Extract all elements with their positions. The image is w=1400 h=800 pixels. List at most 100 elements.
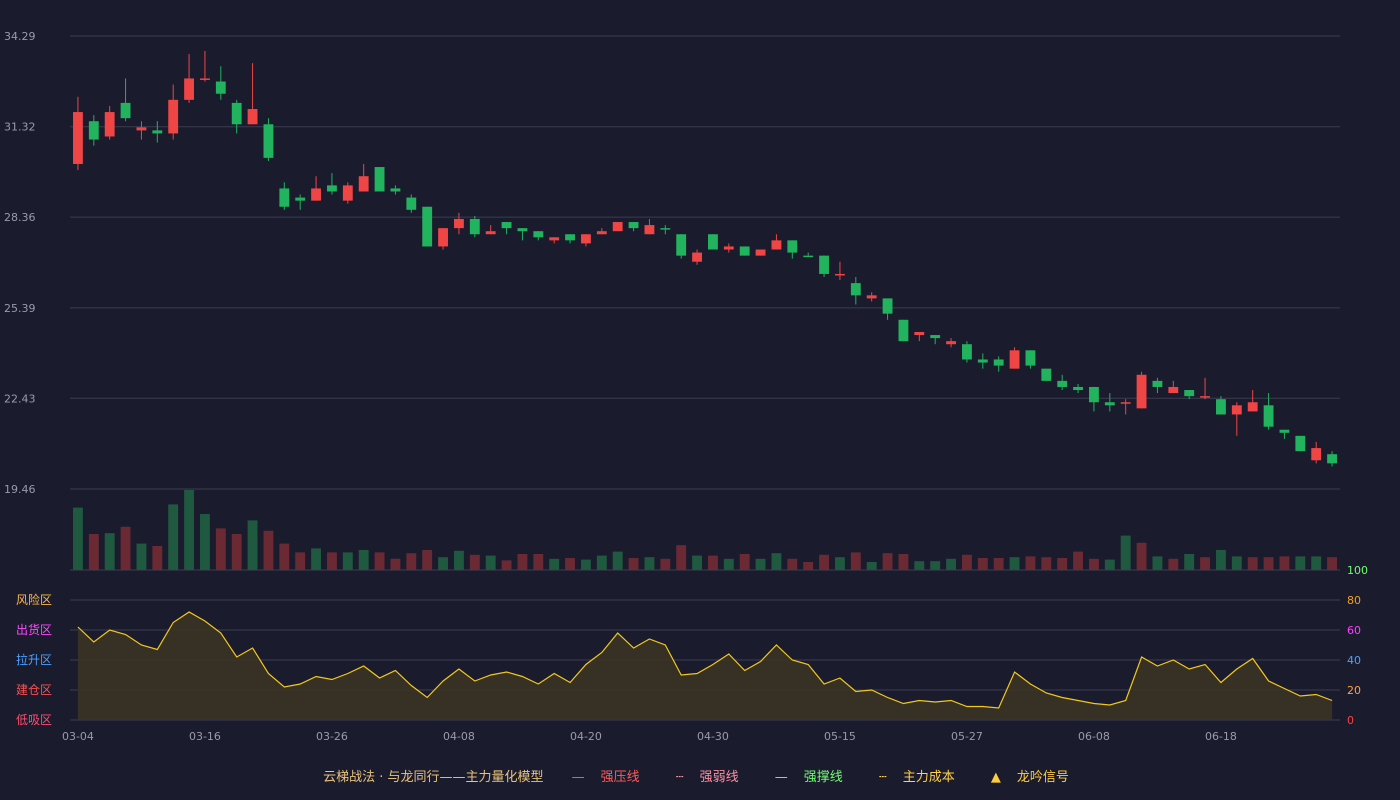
volume-bar — [215, 528, 226, 570]
candle-body — [850, 283, 861, 296]
volume-bar — [1216, 550, 1226, 570]
candle-body — [549, 237, 560, 241]
volume-bar — [946, 558, 956, 570]
volume-bar — [231, 534, 242, 570]
volume-bar — [1057, 558, 1068, 570]
candle-body — [438, 228, 448, 247]
candle-body — [1279, 429, 1290, 433]
volume-bar — [485, 555, 496, 570]
oscillator-tick-label: 0 — [1347, 714, 1354, 727]
volume-bar — [866, 562, 877, 570]
candle-body — [469, 218, 480, 235]
x-tick-label: 05-27 — [951, 730, 983, 743]
candle-body — [1041, 368, 1052, 381]
volume-bar — [438, 557, 448, 570]
legend-label: 龙吟信号 — [1016, 770, 1069, 785]
candle-body — [1311, 448, 1322, 461]
candle-body — [882, 298, 893, 314]
volume-bar — [993, 558, 1004, 570]
legend-item-pressure[interactable]: — 强压线 — [564, 770, 648, 785]
candle-body — [914, 331, 925, 336]
volume-bar — [835, 557, 845, 570]
price-tick-label: 22.43 — [4, 392, 36, 405]
oscillator-tick-label: 100 — [1347, 564, 1368, 577]
volume-bar — [390, 558, 401, 570]
solid-line-icon: — — [571, 770, 585, 785]
volume-bar — [327, 552, 337, 570]
oscillator-tick-label: 20 — [1347, 684, 1361, 697]
volume-bar — [755, 558, 766, 570]
candle-body — [1231, 405, 1242, 415]
candle-body — [803, 255, 814, 258]
legend-item-cost[interactable]: ┄ 主力成本 — [871, 770, 963, 785]
candle-body — [1120, 402, 1131, 404]
volume-bar — [73, 507, 83, 570]
candle-body — [1009, 350, 1020, 369]
volume-bar — [819, 554, 829, 570]
candle-body — [231, 102, 242, 125]
candle-body — [168, 99, 179, 134]
volume-bar — [136, 543, 147, 570]
candle-body — [1327, 454, 1337, 464]
legend-label: 强弱线 — [699, 770, 739, 785]
candle-body — [628, 222, 639, 229]
candle-body — [279, 188, 290, 207]
candle-body — [533, 231, 544, 238]
candle-body — [898, 319, 909, 342]
candle-body — [374, 167, 385, 192]
candle-body — [342, 185, 353, 201]
legend-item-support[interactable]: — 强撑线 — [767, 770, 851, 785]
candle-body — [152, 130, 163, 134]
candle-body — [295, 197, 306, 201]
volume-bar — [644, 557, 655, 570]
volume-bar — [1184, 554, 1195, 570]
volume-bar — [803, 562, 814, 570]
oscillator-zone-label: 建仓区 — [16, 683, 52, 697]
candle-body — [1263, 405, 1274, 427]
x-tick-label: 04-30 — [697, 730, 729, 743]
candle-body — [660, 228, 671, 230]
volume-bar — [263, 530, 274, 570]
price-tick-label: 19.46 — [4, 483, 36, 496]
volume-bar — [1025, 556, 1036, 570]
legend-item-strength[interactable]: ┄ 强弱线 — [668, 770, 747, 785]
volume-bar — [152, 546, 163, 570]
volume-bar — [1263, 557, 1274, 570]
solid-line-icon: — — [774, 770, 788, 785]
candle-body — [1057, 380, 1068, 387]
volume-bar — [533, 554, 544, 570]
dashed-line-icon: ┄ — [878, 770, 887, 785]
legend-item-signal[interactable]: ▲ 龙吟信号 — [983, 770, 1077, 785]
oscillator-zone-label: 风险区 — [16, 592, 52, 607]
candle-body — [1295, 435, 1306, 452]
candle-body — [311, 188, 321, 201]
volume-bar — [358, 550, 369, 570]
candle-body — [454, 218, 464, 229]
volume-bar — [88, 534, 99, 570]
oscillator-line — [77, 611, 1333, 709]
candle-body — [692, 252, 702, 262]
legend-title: 云梯战法 · 与龙同行——主力量化模型 — [323, 770, 544, 785]
candle-body — [1073, 386, 1083, 391]
legend-label: 强撑线 — [803, 770, 843, 785]
volume-bar — [1009, 557, 1020, 570]
candle-body — [485, 231, 496, 235]
volume-bar — [1311, 556, 1322, 570]
candle-body — [1200, 396, 1210, 398]
volume-bar — [708, 555, 718, 570]
volume-bar — [120, 526, 131, 570]
candle-body — [835, 273, 845, 276]
candle-body — [1152, 380, 1163, 387]
volume-bar — [581, 559, 591, 570]
candle-body — [612, 222, 623, 232]
volume-bar — [104, 533, 115, 570]
candle-body — [930, 335, 941, 339]
volume-bar — [771, 553, 782, 570]
candle-body — [422, 206, 433, 247]
candle-body — [1168, 386, 1179, 394]
volume-bar — [962, 554, 972, 570]
candle-body — [708, 234, 718, 250]
candle-body — [501, 222, 512, 229]
volume-bar — [787, 558, 798, 570]
volume-bar — [1041, 557, 1052, 570]
